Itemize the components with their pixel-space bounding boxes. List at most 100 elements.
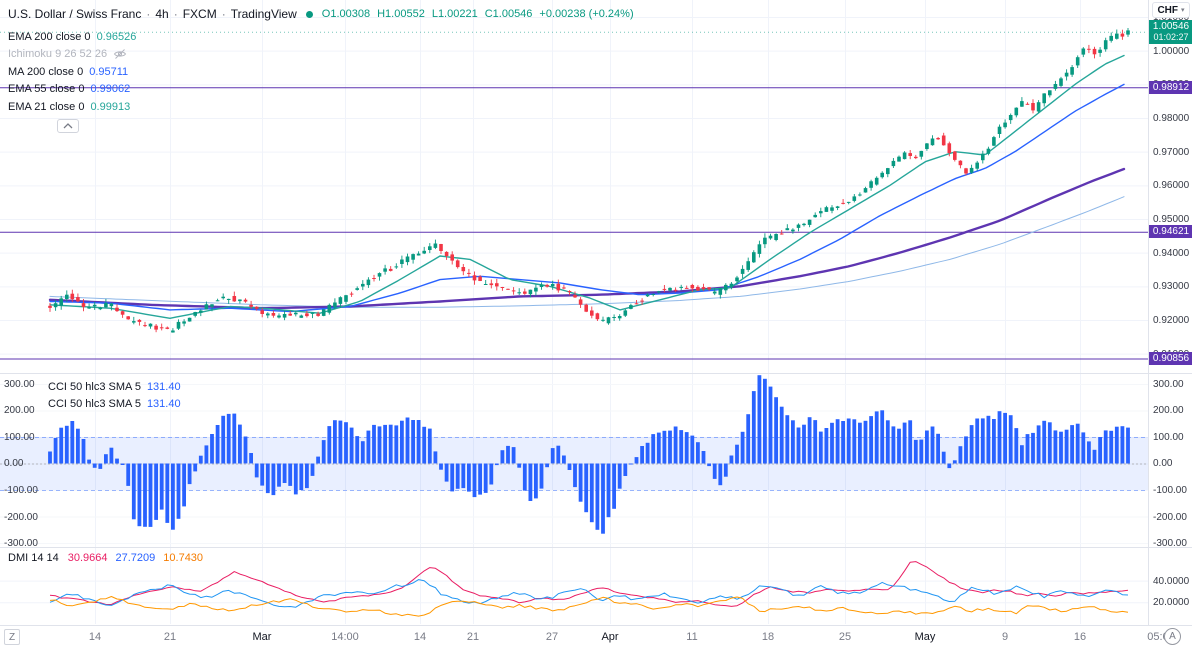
cci-bar (154, 463, 158, 520)
cci-bar (137, 463, 142, 527)
candle-body (65, 294, 69, 299)
indicator-value: 0.99913 (90, 100, 131, 113)
cci-bar (416, 420, 421, 464)
pane-separator[interactable] (0, 373, 1192, 374)
candle-body (321, 309, 326, 316)
cci-bar (885, 420, 890, 464)
cci-bar (70, 421, 75, 464)
cci-bar (76, 428, 80, 464)
candle-body (271, 313, 276, 316)
cci-bar (316, 456, 320, 464)
candle-body (539, 284, 544, 287)
eye-off-icon[interactable] (113, 48, 127, 60)
cci-bar (969, 425, 974, 464)
cci-legend: CCI 50 hlc3 SMA 5 131.40 CCI 50 hlc3 SMA 5… (48, 378, 181, 413)
cci-bar (344, 422, 348, 464)
high-value: 1.00552 (385, 8, 425, 20)
cci-legend-row[interactable]: CCI 50 hlc3 SMA 5 131.40 (48, 378, 181, 396)
candle-body (422, 250, 426, 254)
indicator-name: EMA 55 close 0 (8, 83, 85, 96)
candle-body (969, 167, 974, 173)
candle-body (1020, 101, 1024, 107)
cci-bar (891, 426, 896, 464)
price-scale[interactable]: CHF ▾ 1.010001.000000.990000.980000.9700… (1148, 0, 1192, 655)
candle-body (305, 313, 309, 317)
close-label: C (484, 8, 493, 20)
candle-body (53, 303, 58, 308)
cci-bar (992, 419, 996, 464)
cci-bar (958, 446, 963, 464)
candle-body (914, 156, 918, 159)
candle-body (819, 211, 823, 214)
minus-di-line (49, 596, 1129, 617)
candle-body (534, 287, 538, 292)
dmi-values: 30.9664 27.7209 10.7430 (68, 552, 203, 564)
cci-bar (712, 463, 717, 479)
indicator-legend-row[interactable]: Ichimoku 9 26 52 26 (8, 46, 634, 64)
indicator-name: CCI 50 hlc3 SMA 5 (48, 398, 141, 411)
candle-body (349, 293, 354, 295)
cci-bar (936, 433, 940, 464)
candle-body (645, 294, 650, 297)
candle-body (260, 310, 264, 314)
auto-scale-button[interactable]: A (1164, 628, 1181, 645)
legend-collapse-button[interactable] (57, 118, 79, 133)
cci-bar (735, 444, 739, 464)
current-price: 1.00546 (1152, 21, 1190, 33)
cci-bar (109, 447, 114, 464)
time-axis[interactable]: 14 21 Mar 14:00 14 21 27 Apr 11 18 25 May 9 16 05:0 (0, 625, 1192, 655)
timezone-button[interactable]: Z (4, 629, 20, 645)
candle-body (182, 321, 186, 324)
cci-bar (701, 451, 706, 464)
symbol-row[interactable]: U.S. Dollar / Swiss Franc · 4h · FXCM · … (8, 6, 634, 22)
candle-body (333, 302, 337, 308)
cci-bar (293, 463, 298, 495)
dmi-axis-label: 40.0000 (1153, 575, 1190, 587)
cci-legend-row[interactable]: CCI 50 hlc3 SMA 5 131.40 (48, 396, 181, 414)
indicator-legend-row[interactable]: MA 200 close 0 0.95711 (8, 63, 634, 81)
cci-bar (997, 411, 1002, 464)
currency-toggle-button[interactable]: CHF ▾ (1152, 2, 1190, 18)
time-label: 21 (466, 631, 480, 643)
candle-body (623, 310, 628, 316)
candle-body (59, 298, 63, 306)
candle-body (590, 310, 594, 316)
candle-body (1081, 48, 1086, 55)
candle-body (545, 284, 549, 287)
candle-body (249, 304, 253, 307)
candle-body (802, 223, 806, 226)
candle-body (238, 299, 242, 302)
cci-bar (802, 424, 806, 464)
dmi-value: 30.9664 (67, 552, 108, 564)
cci-bar (48, 451, 52, 464)
price-axis-label: 0.95000 (1153, 213, 1190, 225)
time-label: May (914, 631, 936, 643)
cci-bar (226, 413, 231, 464)
candle-body (210, 304, 214, 307)
candle-body (897, 156, 901, 162)
indicator-legend-row[interactable]: EMA 55 close 0 0.99062 (8, 81, 634, 99)
cci-bar (1014, 428, 1019, 464)
cci-bar (433, 451, 438, 464)
indicator-name: EMA 200 close 0 (8, 30, 91, 43)
cci-axis-label: 200.00 (1153, 405, 1184, 417)
dmi-legend[interactable]: DMI 14 14 30.9664 27.7209 10.7430 (8, 552, 203, 564)
cci-bar (578, 463, 583, 502)
indicator-legend-row[interactable]: EMA 21 close 0 0.99913 (8, 98, 634, 116)
indicator-legend-row[interactable]: EMA 200 close 0 0.96526 (8, 28, 634, 46)
cci-bar (824, 428, 829, 464)
candle-body (768, 235, 773, 239)
exchange-label: FXCM (182, 7, 217, 21)
cci-bar (813, 420, 818, 464)
candle-body (902, 152, 907, 160)
cci-bar (673, 426, 678, 464)
cci-bar (204, 445, 209, 464)
dmi-axis-label: 20.0000 (1153, 597, 1190, 609)
candle-body (405, 256, 410, 263)
candle-body (109, 303, 114, 307)
candle-body (1008, 115, 1013, 121)
pane-separator[interactable] (0, 547, 1192, 548)
cci-bar (500, 450, 505, 464)
candle-body (852, 196, 857, 201)
